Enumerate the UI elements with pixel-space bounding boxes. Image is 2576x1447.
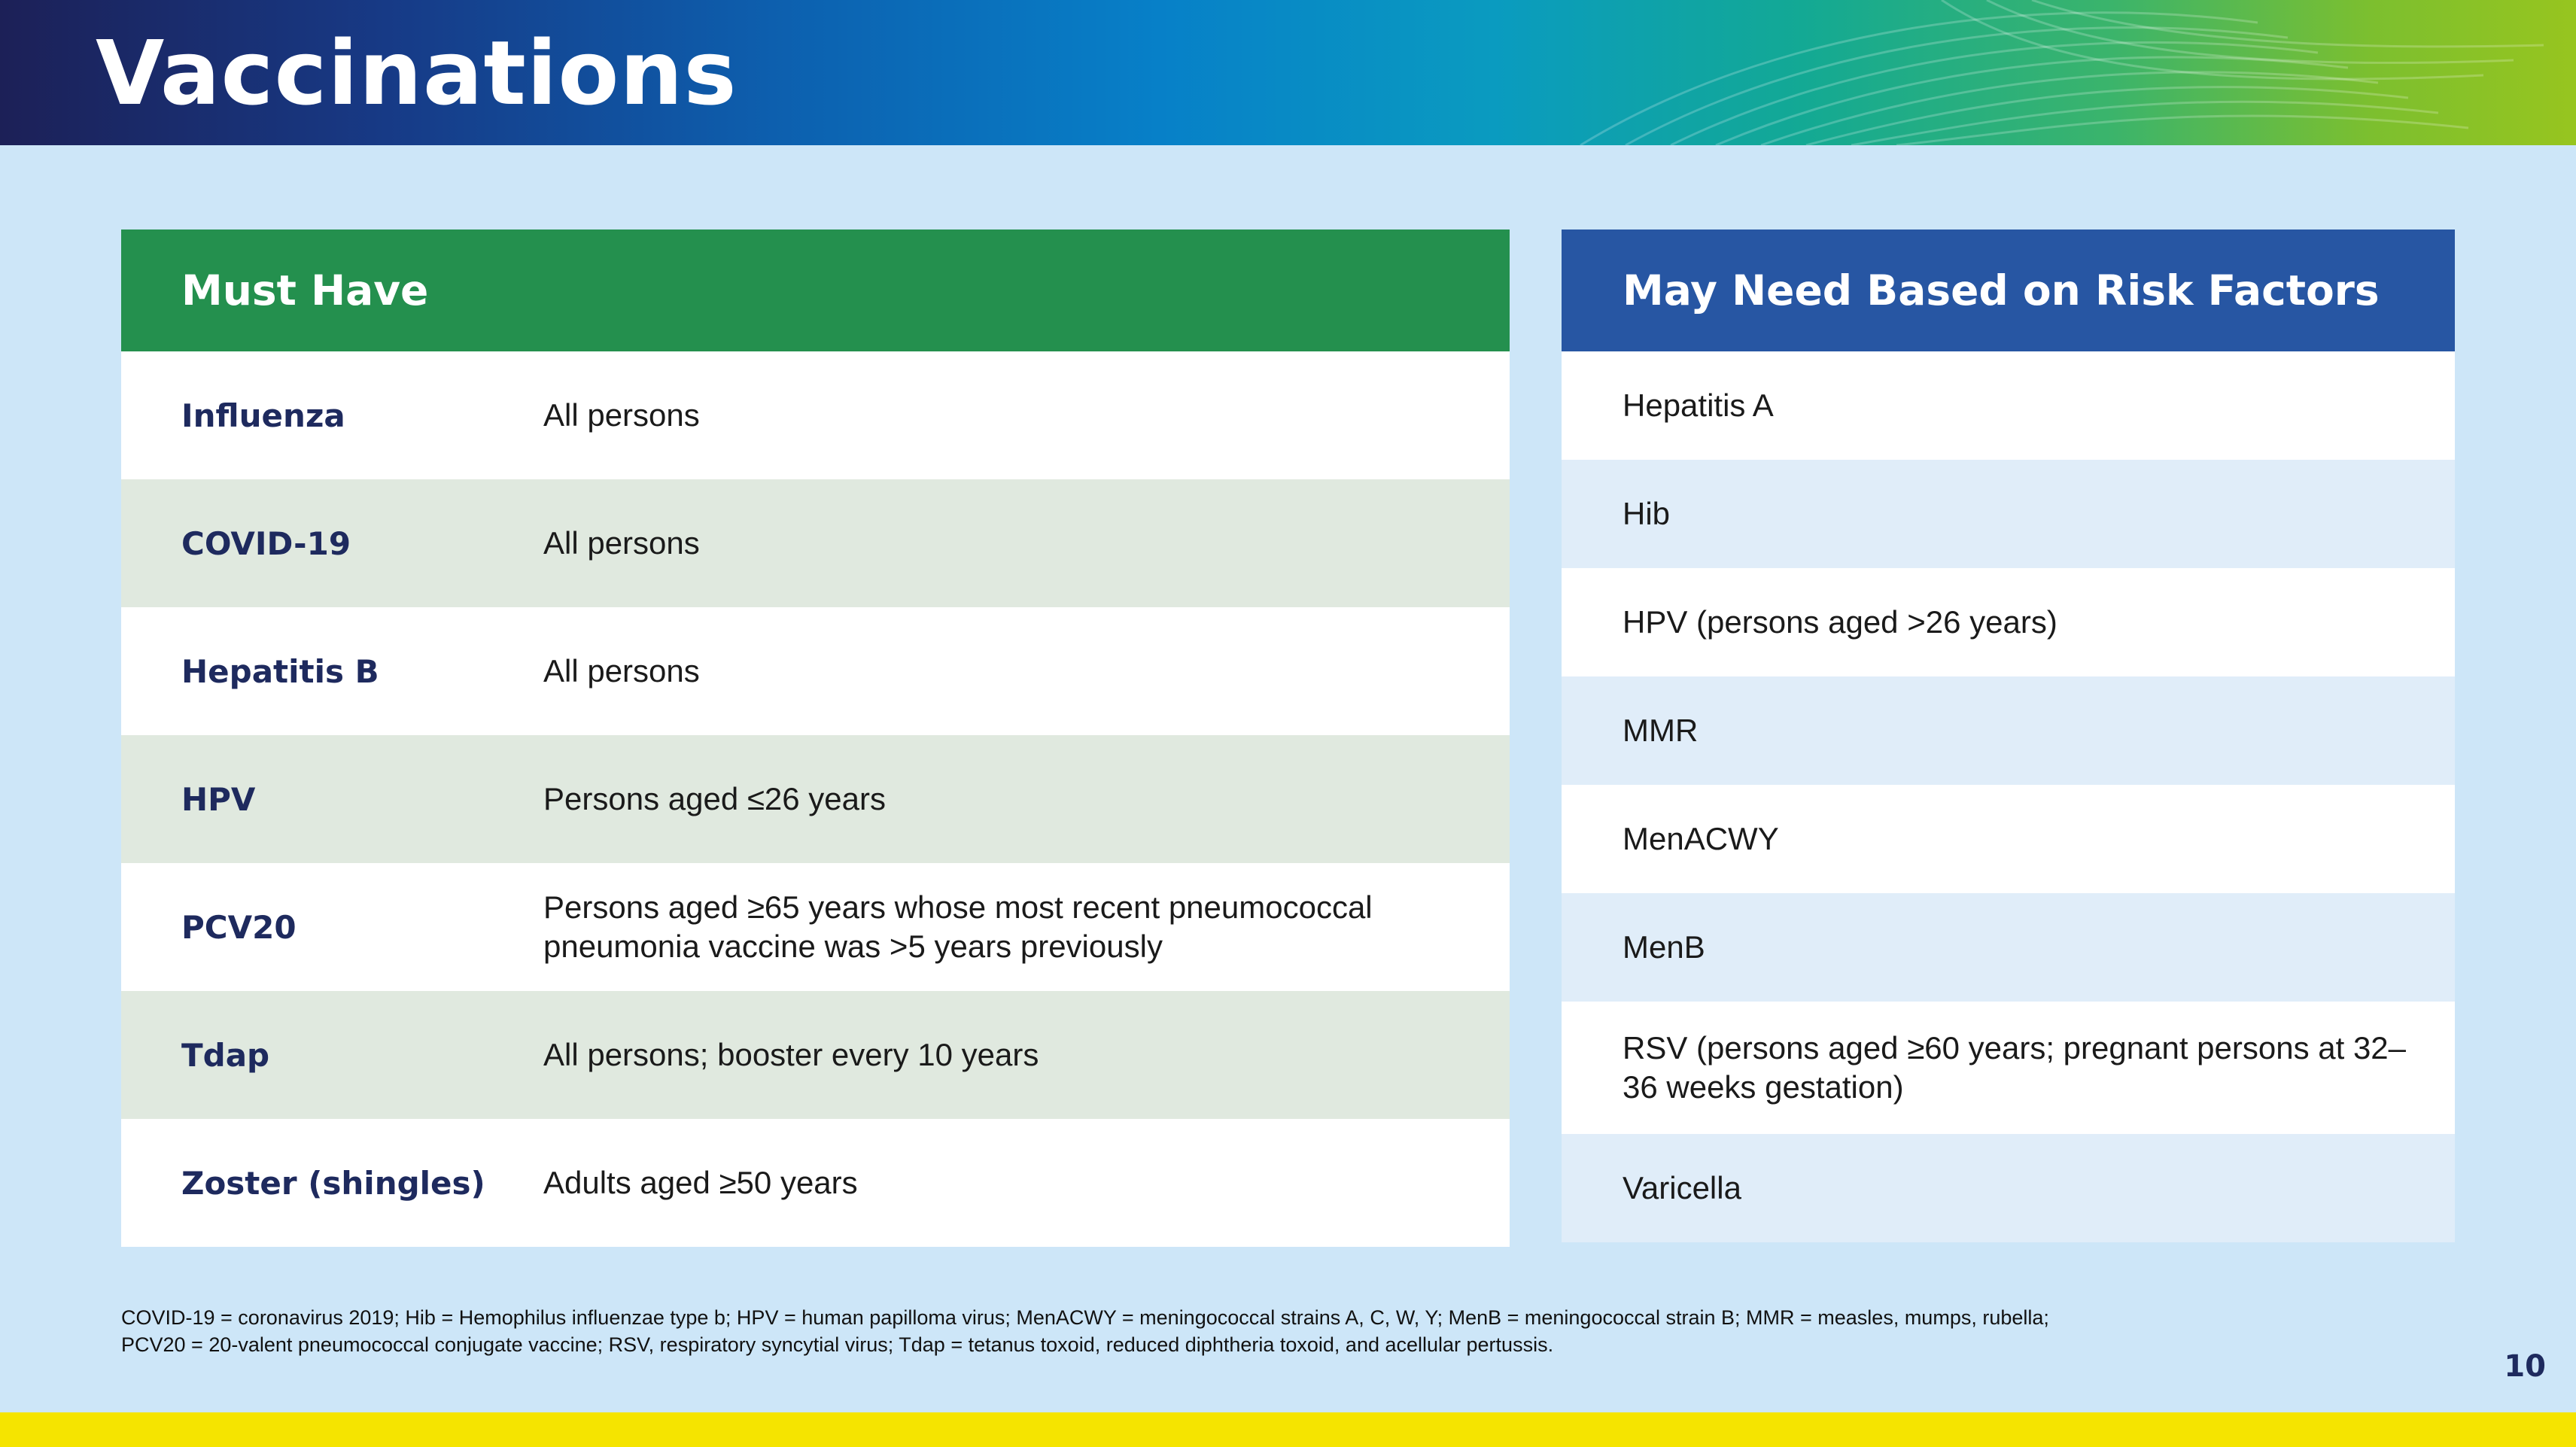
must-have-table: Must Have Influenza All persons COVID-19… bbox=[121, 230, 1510, 1247]
list-item: Varicella bbox=[1562, 1134, 2455, 1242]
table-row: Influenza All persons bbox=[121, 351, 1510, 479]
table-row: Tdap All persons; booster every 10 years bbox=[121, 991, 1510, 1119]
risk-factors-table: May Need Based on Risk Factors Hepatitis… bbox=[1562, 230, 2455, 1242]
wave-pattern-decoration bbox=[1580, 0, 2544, 145]
vaccine-name: Tdap bbox=[181, 1036, 270, 1074]
list-item: MMR bbox=[1562, 676, 2455, 785]
vaccine-recommendation: Adults aged ≥50 years bbox=[543, 1165, 858, 1200]
table-row: COVID-19 All persons bbox=[121, 479, 1510, 607]
footnote-line: PCV20 = 20-valent pneumococcal conjugate… bbox=[121, 1333, 1554, 1356]
list-item: Hib bbox=[1562, 460, 2455, 568]
footnote-line: COVID-19 = coronavirus 2019; Hib = Hemop… bbox=[121, 1306, 2049, 1329]
must-have-heading: Must Have bbox=[121, 230, 1510, 351]
vaccine-recommendation: Persons aged ≥65 years whose most recent… bbox=[543, 889, 1373, 964]
vaccine-name: PCV20 bbox=[181, 908, 297, 946]
vaccine-recommendation: All persons bbox=[543, 525, 700, 561]
vaccine-name: Influenza bbox=[181, 397, 345, 434]
header-banner: Vaccinations bbox=[0, 0, 2576, 145]
vaccine-recommendation: All persons; booster every 10 years bbox=[543, 1037, 1039, 1072]
list-item: MenB bbox=[1562, 893, 2455, 1002]
list-item: Hepatitis A bbox=[1562, 351, 2455, 460]
page-number: 10 bbox=[2504, 1349, 2546, 1384]
vaccine-recommendation: All persons bbox=[543, 397, 700, 433]
abbreviations-footnote: COVID-19 = coronavirus 2019; Hib = Hemop… bbox=[121, 1304, 2341, 1358]
table-row: Hepatitis B All persons bbox=[121, 607, 1510, 735]
list-item: RSV (persons aged ≥60 years; pregnant pe… bbox=[1562, 1002, 2455, 1134]
vaccine-name: Zoster (shingles) bbox=[181, 1164, 485, 1202]
vaccine-recommendation: All persons bbox=[543, 653, 700, 689]
vaccine-name: Hepatitis B bbox=[181, 652, 379, 690]
vaccine-name: HPV bbox=[181, 780, 256, 818]
vaccine-name: COVID-19 bbox=[181, 524, 351, 562]
risk-factors-heading: May Need Based on Risk Factors bbox=[1562, 230, 2455, 351]
bottom-accent-bar bbox=[0, 1412, 2576, 1447]
list-item: HPV (persons aged >26 years) bbox=[1562, 568, 2455, 676]
list-item: MenACWY bbox=[1562, 785, 2455, 893]
table-row: HPV Persons aged ≤26 years bbox=[121, 735, 1510, 863]
table-row: Zoster (shingles) Adults aged ≥50 years bbox=[121, 1119, 1510, 1247]
vaccine-recommendation: Persons aged ≤26 years bbox=[543, 781, 886, 816]
page-title: Vaccinations bbox=[96, 21, 738, 125]
table-row: PCV20 Persons aged ≥65 years whose most … bbox=[121, 863, 1510, 991]
